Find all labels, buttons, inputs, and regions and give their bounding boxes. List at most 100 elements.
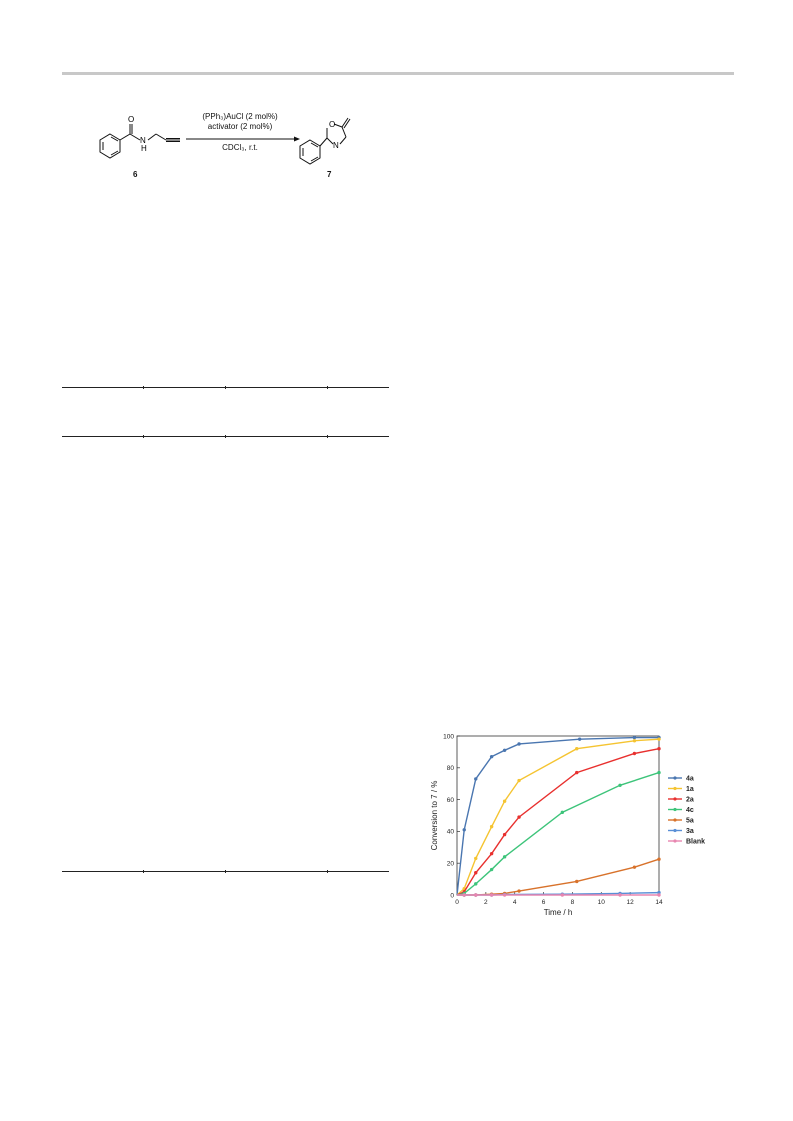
legend-label-4c: 4c (686, 807, 694, 814)
data-point-2a (575, 770, 579, 775)
chart-legend: 4a 1a 2a 4c 5a 3a Blank (668, 776, 705, 846)
reaction-scheme: O N H O N (PPh₃)AuCl (2 mol%) activator … (90, 110, 390, 190)
chart-series (456, 735, 661, 897)
product-label: 7 (327, 170, 332, 179)
substrate-hydrogen-atom: H (141, 144, 147, 153)
product-nitrogen-atom: N (333, 141, 339, 150)
data-point-blank (489, 893, 494, 897)
x-tick-label: 0 (455, 899, 459, 906)
substrate-oxygen-atom: O (128, 115, 134, 124)
y-tick-label: 20 (447, 861, 455, 868)
data-point-4a (474, 777, 478, 781)
data-point-1a (632, 739, 637, 743)
substrate-label: 6 (133, 170, 138, 179)
data-point-2a (517, 815, 521, 819)
legend-label-1a: 1a (686, 786, 694, 793)
data-point-4a (632, 735, 637, 740)
data-point-1a (489, 824, 494, 829)
legend-marker-blank (673, 839, 677, 843)
product-structure (299, 117, 351, 165)
conversion-chart-svg: 0 2 4 6 8 10 12 14 0 20 40 60 80 100 4a 1a 2a 4c 5a 3a Blan… (430, 733, 705, 917)
data-point-4c (489, 867, 494, 872)
data-point-5a (632, 865, 637, 869)
conversion-chart: 0 2 4 6 8 10 12 14 0 20 40 60 80 100 4a 1a 2a 4c 5a 3a Blan… (428, 728, 718, 928)
data-point-2a (657, 747, 661, 751)
reaction-scheme-structures: O N H O N (99, 115, 351, 165)
legend-label-3a: 3a (686, 828, 694, 835)
table-column-divider (327, 386, 328, 389)
x-axis-label: Time / h (544, 908, 573, 917)
table-column-divider (143, 870, 144, 873)
data-point-4a (517, 742, 521, 746)
series-1a (456, 737, 661, 896)
legend-label-blank: Blank (686, 839, 705, 846)
table-column-divider (143, 435, 144, 438)
table-column-divider (225, 870, 226, 873)
legend-marker-2a (673, 797, 677, 801)
data-point-5a (657, 857, 661, 861)
legend-marker-3a (673, 828, 677, 833)
x-tick-label: 10 (598, 899, 606, 906)
data-point-1a (517, 778, 521, 783)
table-column-divider (143, 386, 144, 389)
data-point-4c (618, 783, 622, 787)
x-tick-label: 14 (655, 899, 663, 906)
data-point-4a (489, 754, 494, 759)
data-point-1a (502, 799, 507, 803)
legend-marker-4c (673, 807, 677, 812)
data-point-2a (474, 871, 478, 875)
table-column-divider (327, 435, 328, 438)
y-axis-label: Conversion to 7 / % (430, 781, 439, 851)
substrate-structure (99, 124, 180, 159)
series-line-4c (456, 771, 660, 896)
y-tick-label: 100 (443, 733, 454, 740)
data-point-5a (517, 889, 521, 893)
table-column-divider (327, 870, 328, 873)
data-point-4c (560, 810, 565, 815)
series-2a (456, 747, 661, 896)
data-point-5a (575, 879, 579, 884)
legend-label-2a: 2a (686, 797, 694, 804)
reagent-catalyst: (PPh₃)AuCl (2 mol%) (202, 112, 278, 121)
data-point-3a (657, 890, 661, 895)
data-point-2a (502, 832, 507, 837)
data-point-1a (474, 856, 478, 861)
y-tick-label: 40 (447, 829, 455, 836)
data-point-1a (575, 747, 579, 751)
series-line-5a (457, 858, 660, 896)
series-4a (456, 735, 661, 896)
reaction-arrow (186, 136, 300, 142)
x-tick-label: 12 (627, 899, 635, 906)
data-point-4c (502, 855, 507, 859)
data-point-4a (462, 828, 466, 832)
data-point-blank (462, 893, 466, 897)
legend-marker-4a (673, 776, 677, 780)
reagent-activator: activator (2 mol%) (207, 122, 273, 131)
series-blank (457, 893, 661, 897)
series-5a (457, 857, 661, 897)
table-column-divider (225, 386, 226, 389)
data-point-2a (632, 751, 637, 756)
series-4c (456, 770, 661, 896)
x-tick-label: 2 (484, 899, 488, 906)
legend-label-5a: 5a (686, 818, 694, 825)
legend-marker-5a (673, 818, 677, 822)
y-tick-label: 80 (447, 765, 455, 772)
data-point-blank (618, 893, 622, 897)
data-point-4c (474, 882, 478, 886)
reaction-conditions: CDCl₃, r.t. (222, 143, 258, 152)
y-tick-label: 0 (450, 892, 454, 899)
x-tick-label: 4 (513, 899, 517, 906)
data-point-blank (474, 893, 478, 897)
table-column-divider (225, 435, 226, 438)
product-oxygen-atom: O (329, 120, 335, 129)
data-point-4c (657, 770, 661, 775)
data-point-1a (657, 737, 661, 741)
page-header-rule (62, 72, 734, 75)
data-point-4a (577, 737, 582, 741)
legend-label-4a: 4a (686, 776, 694, 783)
y-tick-label: 60 (447, 797, 455, 804)
data-point-blank (560, 893, 565, 897)
data-point-blank (502, 893, 507, 897)
data-point-4a (502, 748, 507, 753)
